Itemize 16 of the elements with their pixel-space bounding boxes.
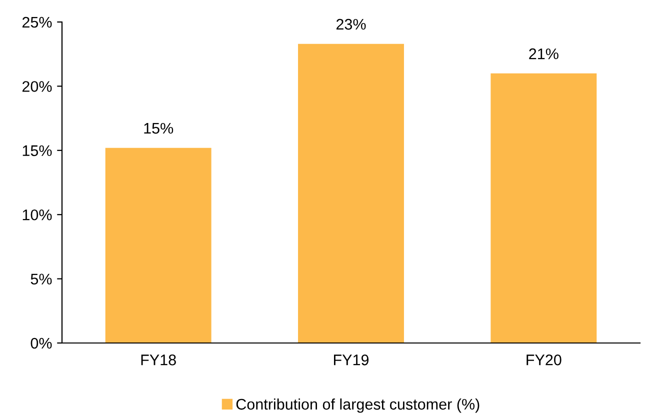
y-tick-label: 20%	[22, 81, 52, 92]
bar	[490, 73, 597, 343]
x-tick-label: FY19	[334, 354, 369, 366]
y-tick-label: 0%	[30, 338, 52, 349]
y-tick-label: 15%	[22, 145, 52, 156]
legend-label: Contribution of largest customer (%)	[236, 398, 480, 413]
y-tick-label: 5%	[30, 274, 52, 284]
data-label: 15%	[144, 122, 174, 134]
bar	[298, 44, 404, 343]
y-tick-label: 10%	[22, 209, 52, 220]
bar	[105, 148, 212, 343]
x-tick-label: FY20	[526, 354, 562, 366]
y-tick-label: 25%	[22, 16, 52, 28]
data-label: 21%	[529, 48, 558, 60]
data-label: 23%	[336, 18, 366, 30]
x-tick-label: FY18	[141, 354, 176, 366]
